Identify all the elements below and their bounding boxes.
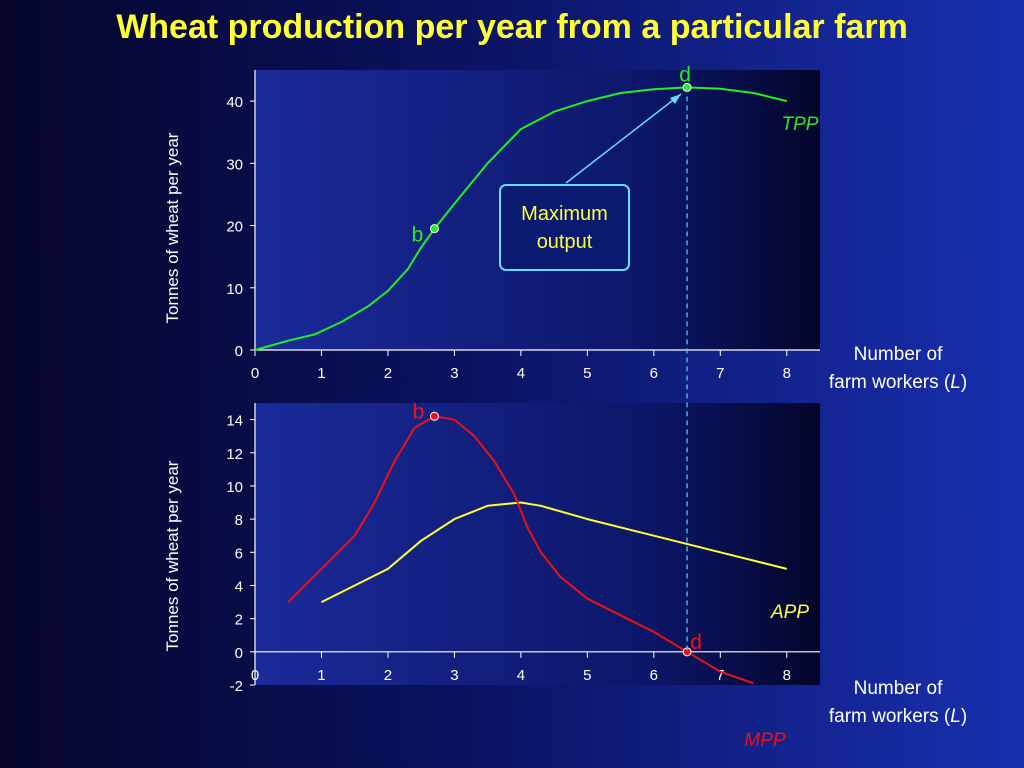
bottom-x-tick-label: 6 [650,667,658,684]
top-x-tick-label: 4 [517,365,525,382]
tpp-curve [254,86,788,351]
app-label: APP [770,602,809,623]
top-x-tick-label: 8 [783,365,791,382]
callout-line-2: output [536,230,593,253]
top-x-tick-label: 5 [583,365,591,382]
bottom-x-tick-label: 0 [251,667,259,684]
maximum-output-callout: Maximum output [499,184,630,271]
bottom-y-tick-label: 6 [235,545,243,562]
top-x-tick-label: 1 [317,365,325,382]
app-curve [321,501,788,603]
top-point-b-label: b [412,224,424,247]
callout-arrow [565,93,682,184]
bottom-y-tick-label: 8 [235,512,243,529]
bottom-y-axis-label: Tonnes of wheat per year [163,460,182,651]
top-x-axis-label-line2: farm workers (L) [829,372,967,393]
top-x-tick-label: 3 [450,365,458,382]
mpp-label: MPP [744,730,786,751]
bottom-x-tick-label: 5 [583,667,591,684]
bottom-x-tick-label: 3 [450,667,458,684]
bottom-x-tick-label: 7 [716,667,724,684]
mpp-curve [287,415,754,685]
callout-arrowhead [670,94,681,104]
top-x-axis-label-line1: Number of [854,344,943,365]
bottom-point-b-label: b [413,400,425,423]
top-point-d-label: d [679,63,691,86]
top-x-tick-label: 7 [716,365,724,382]
bottom-y-tick-label: 14 [226,413,243,430]
top-y-tick-label: 30 [226,156,243,173]
bottom-y-tick-label: 12 [226,446,243,463]
top-y-tick-label: 40 [226,94,243,111]
bottom-y-tick-label: -2 [230,678,243,695]
top-y-tick-label: 20 [226,219,243,236]
bottom-y-tick-label: 2 [235,612,243,629]
top-x-tick-label: 6 [650,365,658,382]
bottom-point-d-label: d [690,631,702,654]
callout-line-1: Maximum [521,202,608,225]
bottom-x-tick-label: 4 [517,667,525,684]
bottom-x-tick-label: 2 [384,667,392,684]
bottom-y-tick-label: 0 [235,645,243,662]
top-x-tick-label: 2 [384,365,392,382]
top-y-tick-label: 0 [235,343,243,360]
tpp-label: TPP [782,114,819,135]
bottom-point-b [429,411,439,421]
bottom-y-tick-label: 4 [235,578,243,595]
top-y-tick-label: 10 [226,281,243,298]
top-x-tick-label: 0 [251,365,259,382]
bottom-x-axis-label-line2: farm workers (L) [829,706,967,727]
page-title: Wheat production per year from a particu… [116,8,908,46]
bottom-y-tick-label: 10 [226,479,243,496]
top-y-axis-label: Tonnes of wheat per year [163,132,182,323]
bottom-x-tick-label: 1 [317,667,325,684]
bottom-x-tick-label: 8 [783,667,791,684]
bottom-x-axis-label-line1: Number of [854,678,943,699]
top-point-b [429,224,439,234]
